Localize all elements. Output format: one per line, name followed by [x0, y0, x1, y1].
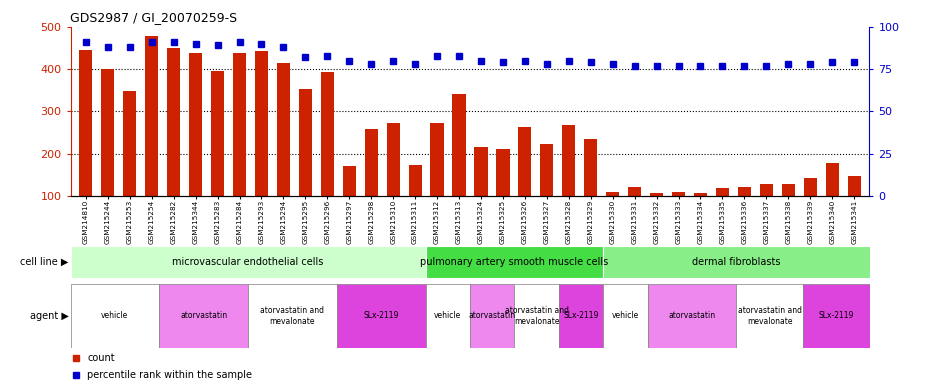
Bar	[825, 163, 838, 196]
Text: vehicle: vehicle	[102, 311, 129, 320]
Bar	[321, 72, 334, 196]
Bar	[277, 63, 290, 196]
Bar	[70, 246, 426, 278]
Bar	[803, 284, 870, 348]
Text: dermal fibroblasts: dermal fibroblasts	[692, 257, 780, 267]
Bar	[603, 284, 648, 348]
Text: pulmonary artery smooth muscle cells: pulmonary artery smooth muscle cells	[420, 257, 608, 267]
Bar	[650, 193, 663, 196]
Text: count: count	[87, 353, 115, 363]
Text: atorvastatin: atorvastatin	[469, 311, 516, 320]
Bar	[431, 123, 444, 196]
Bar	[167, 48, 180, 196]
Text: SLx-2119: SLx-2119	[819, 311, 854, 320]
Text: atorvastatin: atorvastatin	[668, 311, 715, 320]
Bar	[386, 123, 400, 196]
Bar	[189, 53, 202, 196]
Bar	[70, 284, 159, 348]
Bar	[475, 147, 488, 196]
Bar	[248, 284, 337, 348]
Text: SLx-2119: SLx-2119	[563, 311, 599, 320]
Bar	[628, 187, 641, 196]
Bar	[79, 50, 92, 196]
Bar	[365, 129, 378, 196]
Bar	[452, 94, 465, 196]
Bar	[736, 284, 803, 348]
Text: atorvastatin and
mevalonate: atorvastatin and mevalonate	[738, 306, 802, 326]
Bar	[648, 284, 736, 348]
Text: GDS2987 / GI_20070259-S: GDS2987 / GI_20070259-S	[70, 11, 238, 24]
Bar	[603, 246, 870, 278]
Bar	[211, 71, 224, 196]
Bar	[672, 192, 685, 196]
Bar	[760, 184, 773, 196]
Bar	[558, 284, 603, 348]
Bar	[123, 91, 136, 196]
Bar	[102, 69, 115, 196]
Text: vehicle: vehicle	[434, 311, 462, 320]
Text: percentile rank within the sample: percentile rank within the sample	[87, 370, 253, 381]
Bar	[299, 89, 312, 196]
Text: atorvastatin and
mevalonate: atorvastatin and mevalonate	[505, 306, 569, 326]
Bar	[518, 127, 531, 196]
Bar	[694, 193, 707, 196]
Bar	[159, 284, 248, 348]
Text: microvascular endothelial cells: microvascular endothelial cells	[172, 257, 323, 267]
Bar	[562, 125, 575, 196]
Text: atorvastatin and
mevalonate: atorvastatin and mevalonate	[260, 306, 324, 326]
Bar	[584, 139, 597, 196]
Text: SLx-2119: SLx-2119	[364, 311, 399, 320]
Bar	[738, 187, 751, 196]
Bar	[343, 166, 356, 196]
Bar	[255, 51, 268, 196]
Bar	[496, 149, 509, 196]
Text: vehicle: vehicle	[612, 311, 639, 320]
Text: agent ▶: agent ▶	[30, 311, 69, 321]
Bar	[337, 284, 426, 348]
Text: atorvastatin: atorvastatin	[180, 311, 227, 320]
Bar	[848, 175, 861, 196]
Text: cell line ▶: cell line ▶	[21, 257, 69, 267]
Bar	[409, 165, 422, 196]
Bar	[426, 246, 603, 278]
Bar	[426, 284, 470, 348]
Bar	[145, 36, 158, 196]
Bar	[606, 192, 619, 196]
Bar	[470, 284, 514, 348]
Bar	[782, 184, 795, 196]
Bar	[233, 53, 246, 196]
Bar	[804, 178, 817, 196]
Bar	[514, 284, 558, 348]
Bar	[716, 188, 729, 196]
Bar	[540, 144, 554, 196]
